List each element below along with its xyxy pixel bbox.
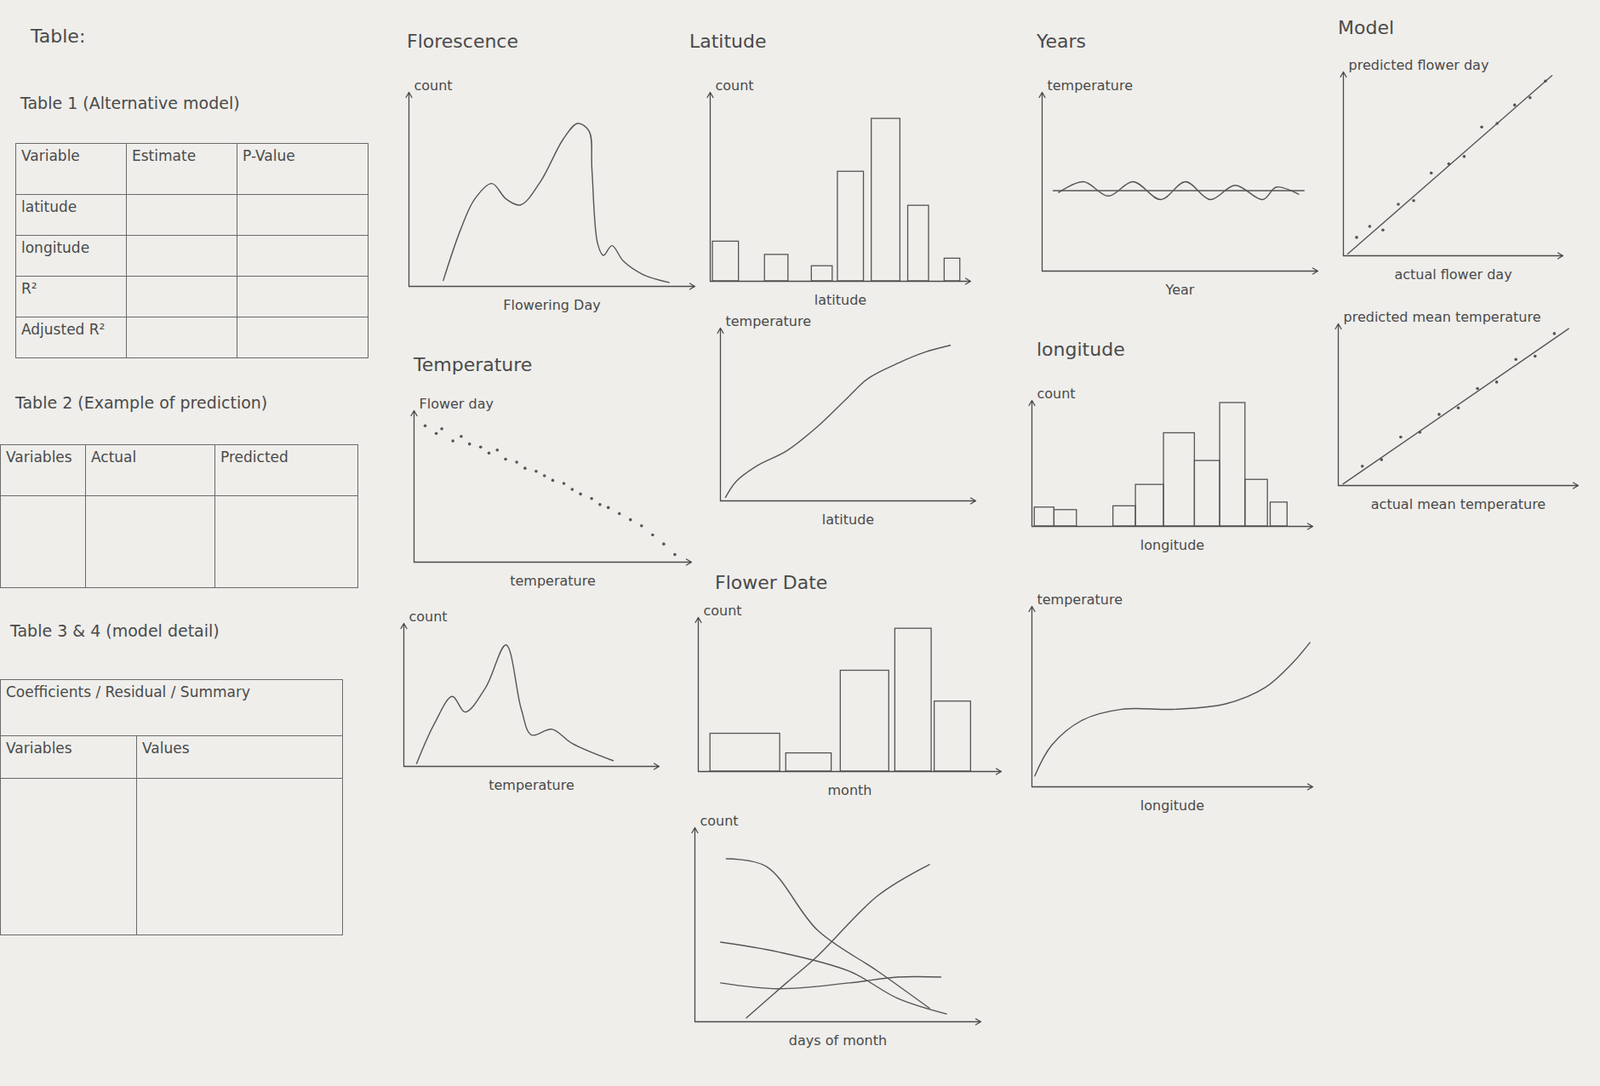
- svg-text:count: count: [700, 812, 739, 829]
- svg-text:days of month: days of month: [788, 1032, 887, 1049]
- html-text:Values: Values: [142, 739, 190, 757]
- html-text:Variable: Variable: [21, 147, 80, 165]
- svg-text:temperature: temperature: [488, 777, 575, 794]
- html-text:longitude: longitude: [21, 239, 90, 257]
- html-text:Coefficients / Residual / Summ: Coefficients / Residual / Summary: [5, 683, 251, 701]
- svg-text:predicted mean temperature: predicted mean temperature: [1343, 308, 1542, 326]
- svg-text:count: count: [1037, 385, 1076, 402]
- html-text:Table 3 & 4 (model detail): Table 3 & 4 (model detail): [10, 621, 220, 640]
- html-text:Variables: Variables: [5, 448, 73, 466]
- html-text:Adjusted R²: Adjusted R²: [21, 320, 106, 338]
- html-text:P-Value: P-Value: [242, 147, 296, 165]
- svg-text:longitude: longitude: [1140, 537, 1205, 554]
- html-text:Actual: Actual: [91, 448, 137, 466]
- svg-text:count: count: [715, 77, 755, 94]
- html-text:Predicted: Predicted: [220, 448, 289, 466]
- svg-text:temperature: temperature: [1047, 77, 1134, 94]
- html-text:Flower Date: Flower Date: [714, 571, 828, 594]
- html-text:Model: Model: [1337, 17, 1395, 39]
- svg-text:Year: Year: [1165, 281, 1195, 298]
- html-text:R²: R²: [21, 280, 38, 298]
- html-text:longitude: longitude: [1036, 338, 1125, 360]
- html-text:Temperature: Temperature: [413, 354, 533, 376]
- svg-text:temperature: temperature: [725, 313, 812, 330]
- svg-text:temperature: temperature: [509, 572, 596, 589]
- svg-text:month: month: [828, 782, 873, 799]
- svg-text:temperature: temperature: [1037, 591, 1124, 608]
- html-text:Table 1 (Alternative model): Table 1 (Alternative model): [20, 93, 240, 113]
- svg-text:Flowering Day: Flowering Day: [502, 297, 600, 314]
- html-text:Variables: Variables: [5, 739, 73, 757]
- svg-text:latitude: latitude: [814, 291, 867, 309]
- svg-text:count: count: [414, 77, 453, 94]
- svg-text:predicted flower day: predicted flower day: [1348, 57, 1490, 74]
- html-text:Table 2 (Example of prediction: Table 2 (Example of prediction): [15, 393, 268, 412]
- svg-text:actual flower day: actual flower day: [1394, 266, 1512, 283]
- svg-text:Flower day: Flower day: [419, 395, 494, 412]
- html-text:latitude: latitude: [21, 198, 77, 216]
- svg-text:actual mean temperature: actual mean temperature: [1371, 496, 1546, 513]
- svg-text:count: count: [703, 602, 743, 619]
- svg-text:count: count: [409, 608, 448, 625]
- html-text:Years: Years: [1036, 30, 1086, 52]
- html-text:Estimate: Estimate: [131, 147, 196, 165]
- html-text:Florescence: Florescence: [406, 30, 519, 52]
- svg-text:longitude: longitude: [1140, 797, 1205, 814]
- html-text:Latitude: Latitude: [689, 30, 767, 52]
- svg-text:latitude: latitude: [822, 511, 875, 528]
- html-text:Table:: Table:: [30, 25, 86, 47]
